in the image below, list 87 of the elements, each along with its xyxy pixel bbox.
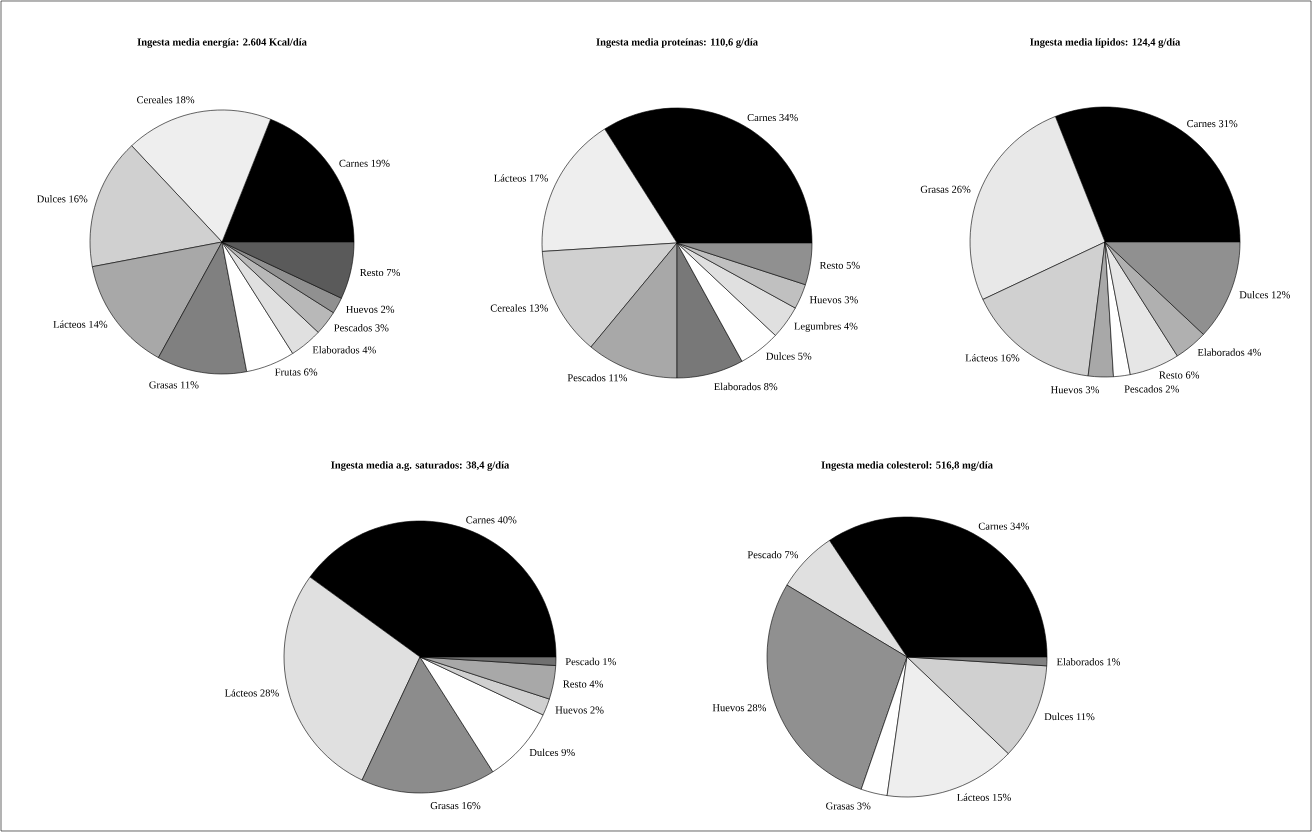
slice-label: Huevos bbox=[712, 704, 745, 712]
slice-label: Cereales bbox=[137, 95, 173, 104]
slice-label: Lácteos bbox=[224, 689, 257, 697]
data-label: 5% bbox=[846, 261, 860, 269]
slice-label: Carnes bbox=[1187, 120, 1216, 128]
slice-label: Resto bbox=[1159, 371, 1183, 379]
data-label: 2% bbox=[590, 706, 604, 714]
data-label: 16% bbox=[1001, 354, 1020, 362]
chart-title: Ingesta media energía: 2.604 Kcal/día bbox=[137, 38, 307, 48]
slice-label: Grasas bbox=[430, 802, 459, 810]
data-label: 14% bbox=[89, 320, 108, 328]
data-label: 16% bbox=[69, 195, 88, 203]
slice-label: Pescados bbox=[1124, 385, 1163, 393]
data-label: 7% bbox=[785, 551, 799, 559]
slice-label: Lácteos bbox=[965, 354, 998, 362]
data-label: 6% bbox=[304, 368, 318, 376]
data-label: 11% bbox=[180, 381, 199, 389]
slice-label: Lácteos bbox=[494, 174, 527, 182]
slice-label: Carnes bbox=[747, 114, 776, 122]
slice-label: Resto bbox=[819, 261, 844, 269]
slice-label: Dulces bbox=[1044, 712, 1073, 721]
chart-title: Ingesta media a.g. saturados: 38,4 g/día bbox=[331, 461, 510, 471]
slice-label: Lácteos bbox=[53, 320, 86, 328]
slice-label: Elaborados bbox=[312, 346, 360, 354]
data-label: 5% bbox=[798, 352, 812, 360]
slice-label: Frutas bbox=[275, 368, 301, 376]
slice-label: Grasas bbox=[826, 802, 854, 810]
slice-label: Huevos bbox=[346, 305, 378, 313]
slice-label: Elaborados bbox=[1197, 348, 1245, 356]
slice-label: Huevos bbox=[1050, 386, 1083, 394]
data-label: 4% bbox=[589, 680, 603, 688]
slice-label: Carnes bbox=[339, 159, 368, 167]
data-label: 26% bbox=[952, 185, 971, 193]
slice-label: Pescado bbox=[747, 550, 782, 559]
data-label: 4% bbox=[362, 346, 376, 354]
data-label: 13% bbox=[529, 304, 548, 312]
slice-label: Pescado bbox=[565, 657, 600, 666]
chart-title: Ingesta media proteínas: 110,6 g/día bbox=[596, 38, 758, 48]
slice-label: Carnes bbox=[978, 522, 1008, 530]
slice-label: Carnes bbox=[466, 516, 495, 524]
slice-label: Dulces bbox=[1239, 290, 1269, 299]
slice-label: Grasas bbox=[920, 185, 949, 193]
data-label: 2% bbox=[380, 305, 395, 313]
slice-label: Dulces bbox=[766, 352, 795, 360]
data-label: 4% bbox=[844, 322, 858, 330]
chart-title: Ingesta media colesterol: 516,8 mg/día bbox=[821, 461, 993, 471]
data-label: 28% bbox=[747, 704, 767, 712]
data-label: 11% bbox=[609, 374, 627, 382]
slice-label: Pescados bbox=[567, 373, 606, 382]
slice-label: Resto bbox=[563, 680, 587, 688]
data-label: 34% bbox=[1010, 522, 1029, 530]
data-label: 17% bbox=[529, 174, 548, 182]
slice-label: Grasas bbox=[149, 381, 178, 389]
data-label: 31% bbox=[1218, 120, 1238, 128]
data-label: 11% bbox=[1076, 713, 1095, 721]
slice-label: Elaborados bbox=[714, 382, 761, 391]
slice-label: Legumbres bbox=[794, 322, 841, 332]
slice-label: Pescados bbox=[334, 324, 372, 332]
data-label: 3% bbox=[844, 296, 858, 304]
data-label: 2% bbox=[1165, 385, 1179, 393]
data-label: 40% bbox=[497, 516, 517, 524]
slice-label: Huevos bbox=[809, 296, 842, 304]
data-label: 15% bbox=[992, 793, 1011, 801]
data-label: 6% bbox=[1185, 371, 1200, 379]
data-label: 1% bbox=[1107, 658, 1121, 666]
data-label: 3% bbox=[1085, 386, 1099, 394]
data-label: 1% bbox=[603, 658, 616, 666]
data-label: 4% bbox=[1247, 348, 1261, 356]
data-label: 12% bbox=[1271, 291, 1290, 299]
data-label: 19% bbox=[371, 159, 390, 167]
chart-title: Ingesta media lípidos: 124,4 g/día bbox=[1030, 38, 1181, 48]
slice-label: Dulces bbox=[529, 748, 559, 757]
data-label: 34% bbox=[779, 114, 798, 122]
data-label: 28% bbox=[260, 689, 279, 697]
data-label: 3% bbox=[375, 324, 389, 332]
slice-label: Lácteos bbox=[957, 793, 990, 801]
data-label: 8% bbox=[764, 383, 778, 391]
data-label: 18% bbox=[176, 96, 195, 104]
slice-label: Elaborados bbox=[1056, 657, 1104, 666]
slice-label: Huevos bbox=[555, 706, 587, 714]
data-label: 7% bbox=[386, 268, 400, 277]
slice-label: Cereales bbox=[490, 304, 527, 312]
slice-label: Dulces bbox=[37, 195, 66, 203]
data-label: 16% bbox=[462, 802, 481, 810]
slice-label: Resto bbox=[360, 269, 384, 277]
data-label: 3% bbox=[857, 802, 871, 810]
data-label: 9% bbox=[561, 748, 575, 757]
